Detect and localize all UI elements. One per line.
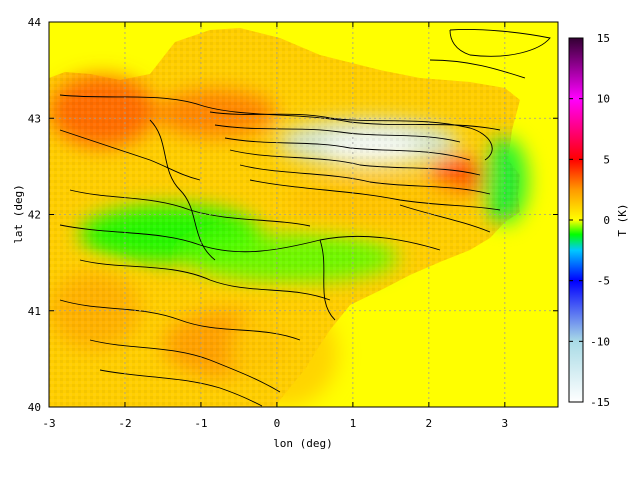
colorbar-tick-label: 15 bbox=[597, 32, 610, 45]
grid-lines bbox=[49, 22, 558, 407]
y-tick-label: 40 bbox=[28, 401, 41, 414]
colorbar: -15 -10 -5 0 5 10 15 T (K) bbox=[568, 32, 629, 409]
colorbar-label: T (K) bbox=[616, 203, 629, 236]
contour-line bbox=[99, 369, 263, 407]
contour-line bbox=[224, 137, 471, 161]
x-axis-ticks: -3 -2 -1 0 1 2 3 bbox=[42, 22, 508, 430]
contour-line bbox=[399, 204, 491, 233]
y-tick-label: 43 bbox=[28, 112, 41, 125]
contour-line bbox=[149, 119, 216, 261]
contour-line bbox=[229, 149, 481, 176]
contour-line bbox=[59, 129, 201, 181]
contour-line bbox=[239, 164, 491, 195]
contour-line bbox=[59, 94, 501, 131]
x-tick-label: 3 bbox=[502, 417, 509, 430]
contour-line bbox=[429, 59, 526, 79]
y-axis-label: lat (deg) bbox=[12, 184, 25, 244]
contour-line bbox=[214, 124, 461, 143]
colorbar-tick-label: -5 bbox=[597, 275, 610, 288]
y-axis-ticks: 40 41 42 43 44 bbox=[28, 16, 558, 414]
x-tick-label: -2 bbox=[118, 417, 131, 430]
colorbar-tick-label: 10 bbox=[597, 93, 610, 106]
colorbar-tick-label: -10 bbox=[590, 335, 610, 348]
land-texture bbox=[49, 28, 520, 407]
terrain-contours bbox=[59, 29, 551, 407]
x-tick-label: 1 bbox=[350, 417, 357, 430]
x-tick-label: -3 bbox=[42, 417, 55, 430]
plot-area: -3 -2 -1 0 1 2 3 40 41 42 43 44 lon (deg) lat (deg… bbox=[12, 16, 559, 450]
colorbar-ticks: -15 -10 -5 0 5 10 15 bbox=[569, 32, 610, 409]
x-axis-label: lon (deg) bbox=[273, 437, 333, 450]
colorbar-tick-label: 5 bbox=[603, 153, 610, 166]
contour-line bbox=[69, 189, 311, 227]
x-tick-label: 0 bbox=[274, 417, 281, 430]
contour-line bbox=[59, 224, 441, 253]
contour-line bbox=[89, 339, 281, 393]
colorbar-tick-label: 0 bbox=[603, 214, 610, 227]
colorbar-tick-label: -15 bbox=[590, 396, 610, 409]
contour-line bbox=[319, 239, 336, 321]
y-tick-label: 41 bbox=[28, 305, 41, 318]
contour-line bbox=[79, 259, 331, 301]
x-tick-label: -1 bbox=[194, 417, 207, 430]
y-tick-label: 44 bbox=[28, 16, 42, 29]
x-tick-label: 2 bbox=[426, 417, 433, 430]
contour-line bbox=[449, 29, 551, 57]
contour-line bbox=[59, 299, 301, 341]
contour-line bbox=[209, 111, 493, 161]
y-tick-label: 42 bbox=[28, 209, 41, 222]
contour-line bbox=[249, 179, 501, 211]
